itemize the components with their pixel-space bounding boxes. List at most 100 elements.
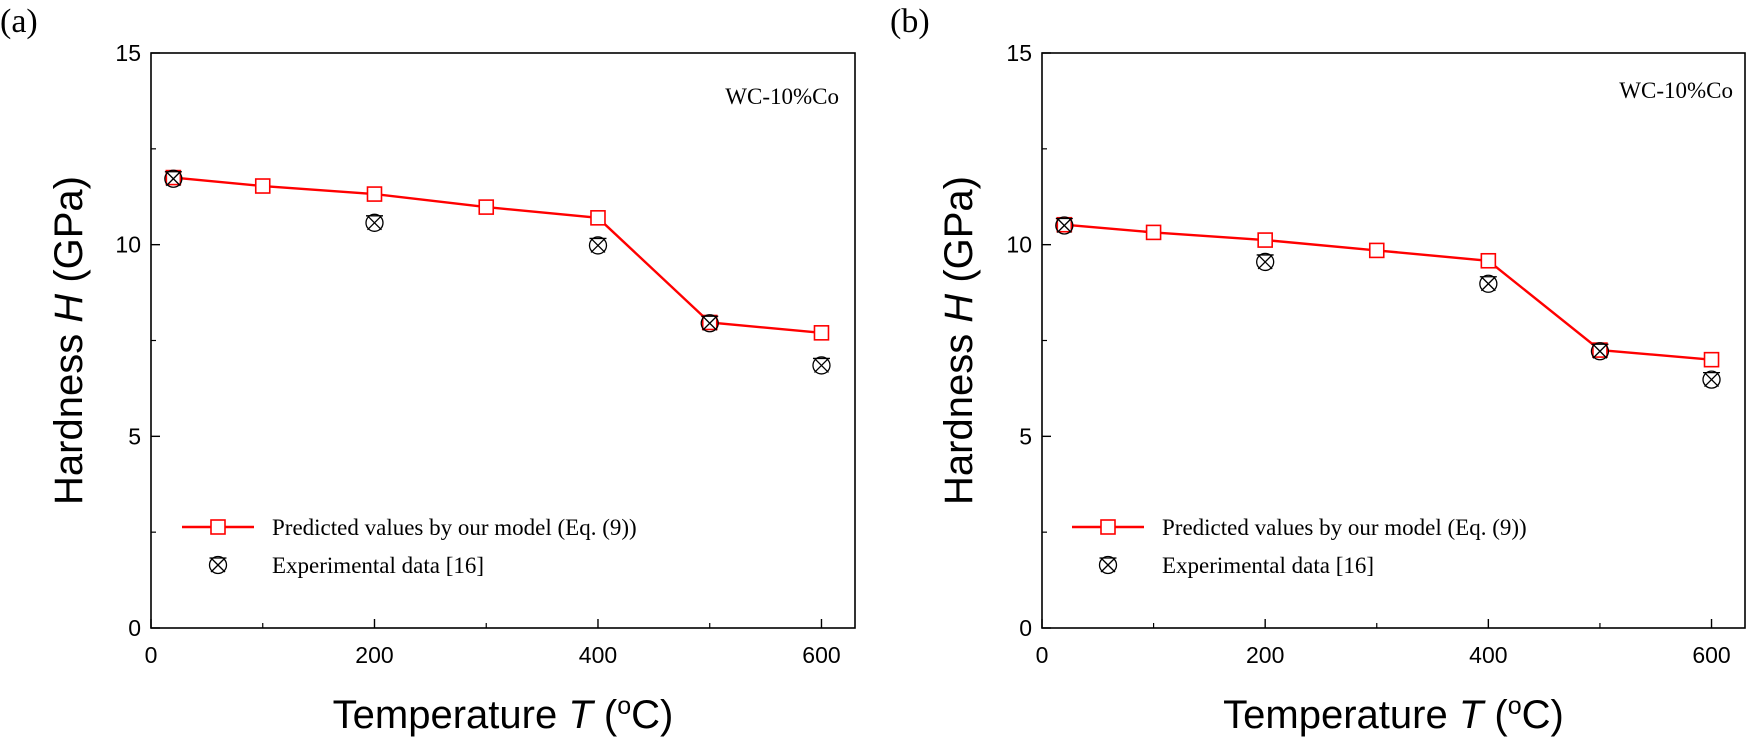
marker-circle <box>812 356 831 375</box>
marker-circle <box>208 555 228 575</box>
data-point <box>1479 274 1498 293</box>
marker-cross-b <box>814 357 829 373</box>
annotation: WC-10%Co <box>725 84 839 109</box>
marker-cross-b <box>590 237 606 253</box>
y-tick-label: 15 <box>115 40 141 66</box>
panel-label: (b) <box>890 3 930 40</box>
marker-cross-b <box>367 215 382 231</box>
marker-cross-b <box>1480 276 1496 292</box>
data-point <box>1055 216 1074 235</box>
plot-frame <box>150 52 856 629</box>
legend-label: Experimental data [16] <box>272 553 484 578</box>
marker-cross-b <box>1100 557 1116 573</box>
data-point <box>1590 342 1610 361</box>
data-point <box>813 325 830 341</box>
series-predicted <box>1056 216 1720 368</box>
data-point <box>254 178 271 194</box>
y-tick-label: 15 <box>1006 40 1032 66</box>
x-tick-label: 0 <box>1036 642 1049 668</box>
x-axis-label-var: T <box>568 693 595 737</box>
legend-marker-crossed-circle <box>208 555 228 575</box>
data-point <box>590 210 606 226</box>
y-tick-label: 5 <box>128 423 141 449</box>
marker-circle <box>588 236 608 255</box>
panel-label: (a) <box>0 3 38 40</box>
x-axis-label-sup: o <box>1508 692 1522 720</box>
marker-cross-b <box>1592 343 1608 359</box>
data-point <box>1368 242 1385 259</box>
marker-circle <box>1055 216 1074 235</box>
x-axis-label: Temperature T (oC) <box>1223 692 1564 737</box>
y-axis-label-unit: (GPa) <box>47 176 91 294</box>
data-point <box>1592 342 1608 358</box>
y-axis-label: Hardness H (GPa) <box>937 176 981 505</box>
data-point <box>164 169 183 188</box>
legend-label: Predicted values by our model (Eq. (9)) <box>272 515 637 540</box>
data-point <box>478 199 495 215</box>
y-axis-label-text: Hardness <box>47 323 91 505</box>
marker-circle <box>1256 252 1275 272</box>
x-tick-label: 400 <box>1469 642 1507 668</box>
marker-cross-b <box>702 315 718 331</box>
y-axis-label: Hardness H (GPa) <box>47 176 91 505</box>
marker-circle <box>1702 370 1721 389</box>
data-point <box>365 213 384 232</box>
x-tick-label: 0 <box>145 642 158 668</box>
marker-circle <box>700 314 719 333</box>
data-point <box>1256 252 1275 272</box>
y-axis-label-text: Hardness <box>937 323 981 505</box>
x-axis-label-var: T <box>1459 693 1486 737</box>
data-point <box>1702 370 1721 389</box>
legend-marker-square <box>210 519 226 535</box>
marker-circle <box>164 169 183 188</box>
series-predicted <box>165 169 830 341</box>
x-axis-label-unit: C) <box>1522 693 1564 737</box>
series-line <box>173 176 822 335</box>
y-axis-label-unit: (GPa) <box>937 176 981 294</box>
legend: Predicted values by our model (Eq. (9)) E… <box>182 515 637 578</box>
data-point <box>588 236 608 255</box>
marker-cross-b <box>1704 372 1719 388</box>
marker-cross-b <box>210 557 226 573</box>
legend-label: Experimental data [16] <box>1162 553 1374 578</box>
data-point <box>366 186 383 202</box>
plot-frame <box>1041 52 1746 629</box>
legend-label: Predicted values by our model (Eq. (9)) <box>1162 515 1527 540</box>
x-axis-label-text: Temperature <box>1223 693 1459 737</box>
x-axis-label-paren: ( <box>1483 693 1508 737</box>
data-point <box>812 356 831 375</box>
y-tick-label: 10 <box>1006 232 1032 258</box>
y-axis-label-var: H <box>47 294 91 323</box>
marker-circle <box>1098 555 1118 575</box>
marker-cross-b <box>1056 218 1072 233</box>
data-point <box>700 314 719 333</box>
series-experimental <box>164 169 831 375</box>
marker-circle <box>365 213 384 232</box>
data-point <box>1257 232 1273 248</box>
x-axis-label-paren: ( <box>593 693 618 737</box>
y-tick-label: 0 <box>128 615 141 641</box>
marker-cross-b <box>165 171 181 187</box>
data-point <box>1480 252 1497 269</box>
x-axis-label-text: Temperature <box>333 693 569 737</box>
x-tick-label: 600 <box>802 642 840 668</box>
data-point <box>1703 351 1720 368</box>
data-point <box>1145 224 1162 241</box>
chart-panel-b: (b) 0 200 400 600 0 5 10 15 Temperature T (oC) Har… <box>890 3 1746 737</box>
y-tick-label: 10 <box>115 232 141 258</box>
marker-circle <box>1590 342 1610 361</box>
x-tick-label: 600 <box>1692 642 1730 668</box>
x-axis-label-unit: C) <box>631 693 673 737</box>
marker-cross-b <box>1257 254 1273 270</box>
series-experimental <box>1055 216 1721 389</box>
legend-marker-square <box>1100 519 1116 535</box>
y-tick-label: 0 <box>1019 615 1032 641</box>
x-tick-label: 200 <box>355 642 393 668</box>
y-tick-label: 5 <box>1019 423 1032 449</box>
x-axis-label-sup: o <box>617 692 631 720</box>
x-tick-label: 200 <box>1246 642 1284 668</box>
x-axis-label: Temperature T (oC) <box>333 692 674 737</box>
annotation: WC-10%Co <box>1619 78 1733 103</box>
legend: Predicted values by our model (Eq. (9)) E… <box>1072 515 1527 578</box>
